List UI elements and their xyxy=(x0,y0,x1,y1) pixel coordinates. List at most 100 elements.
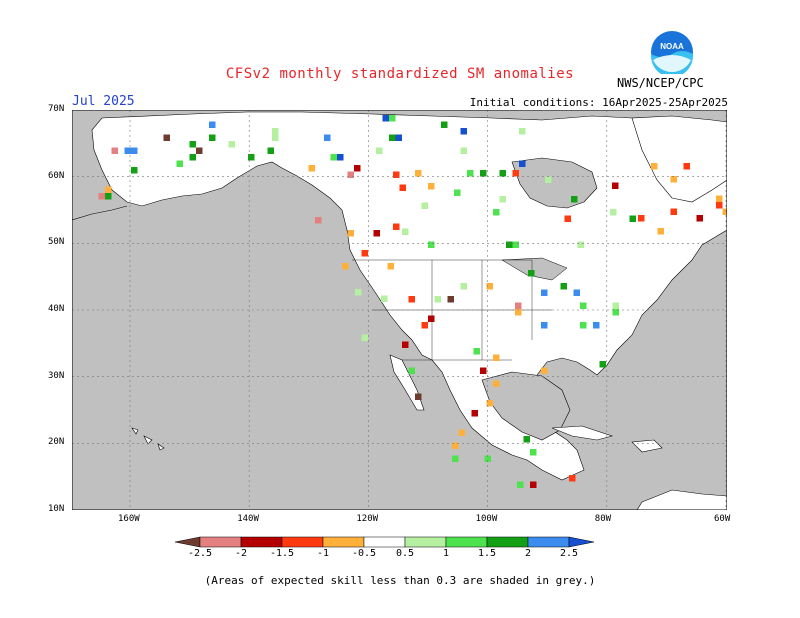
anomaly-cell xyxy=(189,154,196,161)
anomaly-cell xyxy=(560,283,567,290)
anomaly-cell xyxy=(519,128,526,135)
anomaly-cell xyxy=(308,165,315,172)
anomaly-cell xyxy=(347,230,354,237)
anomaly-cell xyxy=(355,289,362,296)
anomaly-cell xyxy=(105,186,112,193)
anomaly-cell xyxy=(541,289,548,296)
colorbar-arrow-low xyxy=(174,536,201,548)
anomaly-cell xyxy=(599,361,606,368)
anomaly-cell xyxy=(716,195,723,202)
anomaly-cell xyxy=(610,209,617,216)
anomaly-cell xyxy=(428,241,435,248)
anomaly-cell xyxy=(428,183,435,190)
anomaly-cell xyxy=(176,160,183,167)
anomaly-cell xyxy=(248,154,255,161)
anomaly-cell xyxy=(515,302,522,309)
anomaly-cell xyxy=(342,263,349,270)
anomaly-cell xyxy=(569,475,576,482)
anomaly-cell xyxy=(612,302,619,309)
anomaly-cell xyxy=(421,322,428,329)
anomaly-cell xyxy=(337,154,344,161)
anomaly-cell xyxy=(434,296,441,303)
anomaly-cell xyxy=(530,449,537,456)
anomaly-cell xyxy=(480,367,487,374)
anomaly-cell xyxy=(571,196,578,203)
lat-label: 40N xyxy=(48,304,65,314)
anomaly-cell xyxy=(209,134,216,141)
lat-label: 60N xyxy=(48,170,65,181)
anomaly-cell xyxy=(629,215,636,222)
anomaly-cell xyxy=(315,217,322,224)
anomaly-cell xyxy=(382,115,389,122)
anomaly-cell xyxy=(408,367,415,374)
anomaly-cell xyxy=(393,223,400,230)
lat-label: 20N xyxy=(48,437,65,448)
anomaly-cell xyxy=(484,455,491,462)
anomaly-cell xyxy=(517,481,524,488)
anomaly-cell xyxy=(545,176,552,183)
anomaly-cell xyxy=(486,400,493,407)
anomaly-cell xyxy=(638,215,645,222)
forecast-month: Jul 2025 xyxy=(72,94,135,109)
colorbar-segment xyxy=(486,536,529,548)
colorbar-segment xyxy=(363,536,406,548)
anomaly-cell xyxy=(131,167,138,174)
anomaly-cell xyxy=(452,455,459,462)
anomaly-cell xyxy=(272,134,279,141)
anomaly-cell xyxy=(389,115,396,122)
colorbar-segment xyxy=(322,536,365,548)
anomaly-cell xyxy=(541,322,548,329)
anomaly-cell xyxy=(330,154,337,161)
anomaly-cell xyxy=(593,322,600,329)
anomaly-cell xyxy=(493,354,500,361)
anomaly-cell xyxy=(402,341,409,348)
anomaly-cell xyxy=(530,481,537,488)
anomaly-cell xyxy=(716,202,723,209)
lon-label: 100W xyxy=(475,514,498,524)
anomaly-map xyxy=(72,110,727,510)
anomaly-cell xyxy=(515,309,522,316)
anomaly-cell xyxy=(577,241,584,248)
anomaly-cell xyxy=(124,147,131,154)
anomaly-cell xyxy=(564,215,571,222)
anomaly-cell xyxy=(683,163,690,170)
anomaly-cell xyxy=(209,121,216,128)
anomaly-cell xyxy=(473,348,480,355)
anomaly-cell xyxy=(399,184,406,191)
lon-label: 140W xyxy=(237,514,259,524)
noaa-logo-icon: NOAA xyxy=(651,31,693,74)
lat-label: 50N xyxy=(48,237,65,248)
anomaly-cell xyxy=(467,170,474,177)
colorbar-tick-label: -2.5 xyxy=(188,548,213,559)
colorbar-segment xyxy=(240,536,283,548)
anomaly-cell xyxy=(447,296,454,303)
colorbar-tick-label: 1.5 xyxy=(478,548,497,559)
anomaly-cell xyxy=(670,208,677,215)
anomaly-cell xyxy=(131,147,138,154)
anomaly-cell xyxy=(441,121,448,128)
lat-label: 70N xyxy=(48,104,65,114)
anomaly-cell xyxy=(651,163,658,170)
anomaly-cell xyxy=(361,334,368,341)
anomaly-cell xyxy=(228,141,235,148)
anomaly-cell xyxy=(163,134,170,141)
anomaly-cell xyxy=(189,141,196,148)
colorbar-tick-label: 2.5 xyxy=(560,548,579,559)
anomaly-cell xyxy=(480,170,487,177)
anomaly-cell xyxy=(267,147,274,154)
anomaly-cell xyxy=(460,283,467,290)
colorbar-tick-label: 2 xyxy=(525,548,532,559)
colorbar-segment xyxy=(445,536,488,548)
anomaly-cell xyxy=(523,436,530,443)
skill-footnote: (Areas of expected skill less than 0.3 a… xyxy=(204,574,596,587)
anomaly-cell xyxy=(493,380,500,387)
anomaly-cell xyxy=(499,196,506,203)
anomaly-cell xyxy=(324,134,331,141)
colorbar-tick-label: 1 xyxy=(443,548,450,559)
anomaly-cell xyxy=(421,202,428,209)
colorbar-tick-label: -1 xyxy=(317,548,330,559)
anomaly-cell xyxy=(460,128,467,135)
anomaly-cell xyxy=(454,189,461,196)
lon-label: 160W xyxy=(118,514,140,524)
anomaly-cell xyxy=(373,230,380,237)
